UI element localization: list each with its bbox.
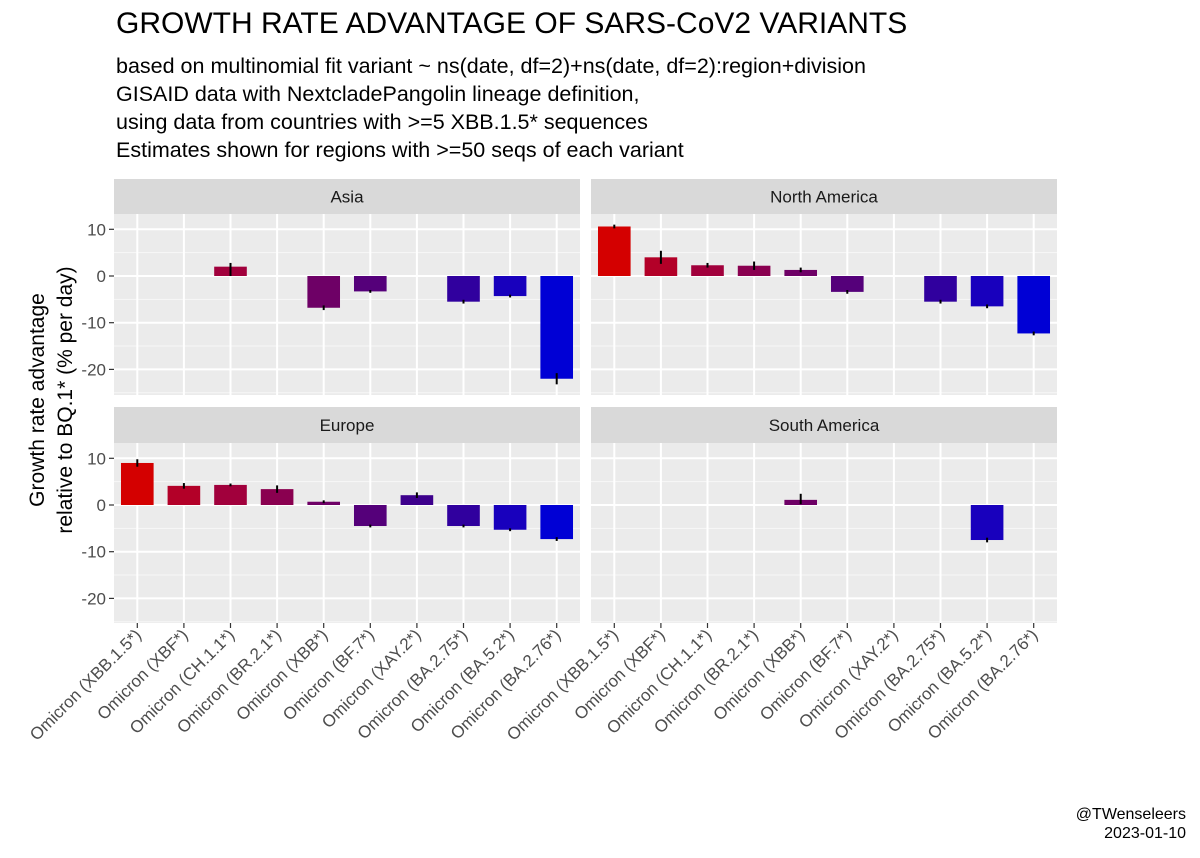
bar-asia-omicron-ba-5-2 bbox=[493, 276, 527, 297]
y-tick-label: -10 bbox=[81, 543, 106, 562]
bar-north-america-omicron-xbf bbox=[644, 257, 678, 276]
bar-europe-omicron-xbb-1-5 bbox=[120, 462, 154, 505]
facet-label-asia: Asia bbox=[330, 188, 364, 207]
bar-europe-omicron-ba-2-76 bbox=[540, 505, 574, 540]
bar-north-america-omicron-ba-2-76 bbox=[1017, 276, 1051, 334]
y-tick-label: 10 bbox=[87, 449, 106, 468]
bar-north-america-omicron-xbb bbox=[784, 269, 818, 276]
bar-europe-omicron-ch-1-1 bbox=[214, 484, 247, 505]
bar-europe-omicron-xbb bbox=[307, 501, 341, 505]
facet-north-america: North America bbox=[591, 179, 1057, 395]
bar-north-america-omicron-bf-7 bbox=[830, 276, 864, 292]
chart-title: GROWTH RATE ADVANTAGE OF SARS-CoV2 VARIA… bbox=[116, 7, 908, 40]
chart-subtitle-line-2: GISAID data with NextcladePangolin linea… bbox=[116, 82, 640, 106]
bar-north-america-omicron-ch-1-1 bbox=[691, 265, 724, 276]
y-tick-label: 0 bbox=[97, 496, 106, 515]
y-axis-label-line-1: Growth rate advantage bbox=[26, 293, 49, 507]
bar-europe-omicron-bf-7 bbox=[353, 505, 387, 527]
bar-europe-omicron-xay-2 bbox=[400, 495, 434, 505]
bar-south-america-omicron-ba-5-2 bbox=[970, 505, 1004, 541]
bar-asia-omicron-bf-7 bbox=[353, 276, 387, 292]
facet-label-north-america: North America bbox=[770, 188, 878, 207]
chart-subtitle-line-4: Estimates shown for regions with >=50 se… bbox=[116, 138, 684, 162]
facet-label-europe: Europe bbox=[320, 416, 375, 435]
panel-background-asia bbox=[114, 214, 580, 395]
bar-asia-omicron-xbb bbox=[307, 276, 341, 308]
y-tick-label: -20 bbox=[81, 589, 106, 608]
panel-background-europe bbox=[114, 443, 580, 623]
bar-north-america-omicron-xbb-1-5 bbox=[597, 226, 631, 276]
bar-europe-omicron-ba-2-75 bbox=[447, 505, 480, 527]
bar-asia-omicron-ba-2-76 bbox=[540, 276, 574, 379]
chart-date: 2023-01-10 bbox=[1104, 825, 1186, 842]
bar-europe-omicron-br-2-1 bbox=[260, 489, 294, 505]
facet-strip-asia bbox=[114, 179, 580, 214]
bar-europe-omicron-ba-5-2 bbox=[493, 505, 527, 530]
facet-label-south-america: South America bbox=[769, 416, 880, 435]
y-axis-label-line-2: relative to BQ.1* (% per day) bbox=[54, 266, 77, 533]
bar-europe-omicron-xbf bbox=[167, 485, 201, 505]
chart-subtitle-line-1: based on multinomial fit variant ~ ns(da… bbox=[116, 54, 866, 78]
bar-north-america-omicron-ba-2-75 bbox=[924, 276, 957, 302]
y-tick-label: 0 bbox=[97, 267, 106, 286]
bar-north-america-omicron-br-2-1 bbox=[737, 265, 771, 276]
y-tick-label: -20 bbox=[81, 360, 106, 379]
facet-strip-north-america bbox=[591, 179, 1057, 214]
facet-strip-south-america bbox=[591, 407, 1057, 443]
facet-asia: Asia 10 0 -10 -20 bbox=[81, 179, 580, 395]
bar-asia-omicron-ba-2-75 bbox=[447, 276, 480, 302]
facet-strip-europe bbox=[114, 407, 580, 443]
author-credit: @TWenseleers bbox=[1075, 806, 1186, 823]
y-tick-label: 10 bbox=[87, 220, 106, 239]
bar-north-america-omicron-ba-5-2 bbox=[970, 276, 1004, 307]
chart-subtitle-line-3: using data from countries with >=5 XBB.1… bbox=[116, 110, 648, 134]
y-tick-label: -10 bbox=[81, 314, 106, 333]
